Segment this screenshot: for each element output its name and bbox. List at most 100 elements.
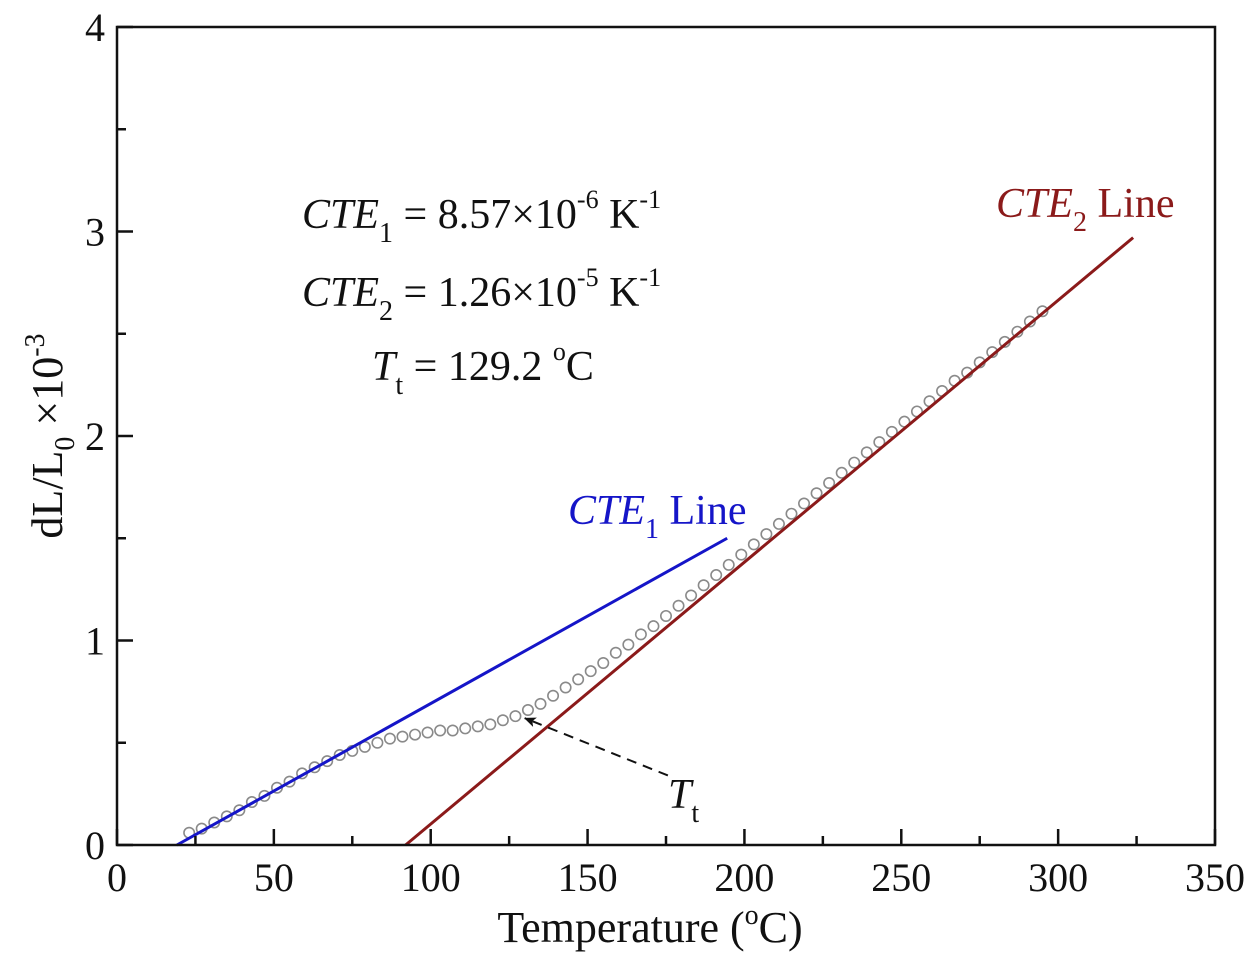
tt-eq: = 129.2 <box>403 344 553 390</box>
cte2-line-main: CTE <box>996 181 1073 227</box>
cte2-line-rest: Line <box>1087 181 1174 227</box>
cte2-line-sub: 2 <box>1073 207 1087 238</box>
cte1-eq: = 8.57×10 <box>393 192 577 238</box>
x-tick-label: 50 <box>254 855 294 900</box>
data-point <box>321 755 334 768</box>
data-point <box>547 689 560 702</box>
cte2-unit: K <box>599 270 640 316</box>
data-point <box>521 704 534 717</box>
data-point <box>848 456 861 469</box>
x-tick-label: 150 <box>558 855 618 900</box>
data-point <box>697 579 710 592</box>
data-point <box>672 599 685 612</box>
data-point <box>434 724 447 737</box>
cte1-annotation: CTE1 = 8.57×10-6 K-1 <box>302 185 661 249</box>
data-point <box>1023 315 1036 328</box>
x-label-end: C) <box>759 903 803 952</box>
y-label-sub: 0 <box>50 437 81 451</box>
data-point <box>383 732 396 745</box>
y-label-main: dL/L <box>23 451 72 539</box>
data-point <box>509 710 522 723</box>
y-tick-label: 2 <box>85 414 105 459</box>
data-point <box>471 720 484 733</box>
data-point <box>622 638 635 651</box>
cte2-line <box>404 236 1135 847</box>
tt-arrow-label: Tt <box>668 772 699 829</box>
x-axis-label: Temperature (oC) <box>497 900 802 952</box>
y-tick-label: 3 <box>85 210 105 255</box>
tt-label-main: T <box>668 772 694 818</box>
data-point <box>873 436 886 449</box>
y-label-mid: ×10 <box>23 357 72 437</box>
data-point <box>220 810 233 823</box>
tt-main: T <box>372 344 398 390</box>
data-point <box>647 620 660 633</box>
tt-sup: o <box>553 337 566 366</box>
data-point <box>283 775 296 788</box>
cte1-unitsup: -1 <box>639 185 661 214</box>
data-point <box>760 528 773 541</box>
cte2-main: CTE <box>302 270 379 316</box>
cte2-annotation: CTE2 = 1.26×10-5 K-1 <box>302 263 661 327</box>
data-point <box>584 665 597 678</box>
y-tick-label: 4 <box>85 5 105 50</box>
cte1-line-main: CTE <box>568 488 645 534</box>
data-point <box>823 477 836 490</box>
tt-annotation: Tt = 129.2 oC <box>372 337 594 401</box>
data-point <box>258 789 271 802</box>
data-point <box>409 728 422 741</box>
data-point <box>534 697 547 710</box>
data-point <box>810 487 823 500</box>
x-tick-label: 0 <box>107 855 127 900</box>
data-point <box>634 628 647 641</box>
cte1-sub: 1 <box>379 218 393 249</box>
y-tick-label: 0 <box>85 823 105 868</box>
data-point <box>609 646 622 659</box>
cte2-sub: 2 <box>379 296 393 327</box>
cte1-line-sub: 1 <box>645 514 659 545</box>
cte2-eq: = 1.26×10 <box>393 270 577 316</box>
x-tick-label: 250 <box>871 855 931 900</box>
data-point <box>308 761 321 774</box>
data-point <box>572 673 585 686</box>
cte2-unitsup: -1 <box>639 263 661 292</box>
data-point <box>421 726 434 739</box>
data-point <box>659 609 672 622</box>
data-point <box>459 722 472 735</box>
x-tick-label: 300 <box>1028 855 1088 900</box>
cte1-line-label: CTE1 Line <box>568 488 747 545</box>
plot-frame <box>115 25 1217 847</box>
data-point <box>735 548 748 561</box>
cte2-line-label: CTE2 Line <box>996 181 1175 238</box>
data-point <box>396 730 409 743</box>
data-point <box>496 714 509 727</box>
cte1-unit: K <box>599 192 640 238</box>
tt-unit: C <box>566 344 594 390</box>
data-point <box>835 466 848 479</box>
y-axis-label: dL/L0 ×10-3 <box>20 333 81 538</box>
x-tick-label: 350 <box>1185 855 1245 900</box>
data-point <box>860 446 873 459</box>
tt-arrow <box>523 717 669 777</box>
data-point <box>371 736 384 749</box>
data-point <box>245 796 258 809</box>
data-point <box>722 558 735 571</box>
data-point <box>446 724 459 737</box>
data-point <box>710 569 723 582</box>
cte1-line <box>176 536 728 847</box>
data-point <box>233 804 246 817</box>
data-point <box>559 681 572 694</box>
data-point <box>785 507 798 520</box>
data-point <box>1036 305 1049 318</box>
x-label-sup: o <box>745 900 759 931</box>
x-label-main: Temperature ( <box>497 903 744 952</box>
tt-sub: t <box>395 370 403 401</box>
x-tick-label: 100 <box>401 855 461 900</box>
x-tick-label: 200 <box>714 855 774 900</box>
cte1-line-rest: Line <box>659 488 746 534</box>
cte1-main: CTE <box>302 192 379 238</box>
y-tick-label: 1 <box>85 619 105 664</box>
cte1-sup: -6 <box>577 185 599 214</box>
data-point <box>685 589 698 602</box>
